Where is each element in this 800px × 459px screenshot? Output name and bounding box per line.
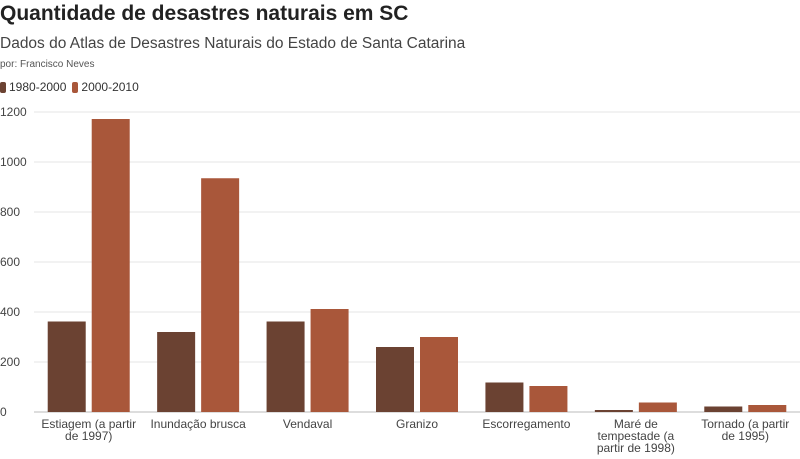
bar-1980-2000-0 [47, 321, 86, 412]
bar-1980-2000-2 [266, 321, 305, 412]
bar-2000-2010-0 [91, 119, 130, 412]
y-tick-label-400: 400 [0, 305, 20, 319]
bar-2000-2010-5 [638, 402, 677, 412]
legend-label-2000-2010: 2000-2010 [81, 80, 139, 94]
x-tick-label-6: Tornado (a partir de 1995) [701, 417, 789, 443]
legend-label-1980-2000: 1980-2000 [9, 80, 67, 94]
x-tick-label-3: Granizo [396, 417, 438, 431]
y-tick-label-0: 0 [0, 405, 7, 419]
legend-swatch-1980-2000 [0, 81, 6, 93]
legend-swatch-2000-2010 [72, 81, 79, 93]
x-tick-label-4: Escorregamento [482, 417, 570, 431]
bar-1980-2000-3 [376, 347, 414, 412]
x-tick-label-line: de 1995) [722, 429, 769, 443]
legend-item-1980-2000: 1980-2000 [0, 80, 66, 94]
bar-1980-2000-4 [485, 382, 524, 412]
bar-2000-2010-2 [310, 309, 349, 412]
x-tick-label-line: Granizo [396, 417, 438, 431]
bar-2000-2010-1 [201, 178, 240, 412]
x-tick-label-line: Escorregamento [482, 417, 570, 431]
x-tick-label-2: Vendaval [283, 417, 332, 431]
legend: 1980-2000 2000-2010 [0, 80, 145, 94]
y-tick-label-1000: 1000 [0, 155, 27, 169]
x-tick-label-line: Vendaval [283, 417, 332, 431]
y-tick-label-800: 800 [0, 205, 20, 219]
x-tick-label-5: Maré de tempestade (a partir de 1998) [597, 417, 675, 455]
chart-subtitle: Dados do Atlas de Desastres Naturais do … [0, 35, 466, 52]
bar-1980-2000-5 [594, 410, 633, 412]
bar-1980-2000-1 [157, 332, 196, 412]
x-tick-label-line: Maré de [614, 417, 658, 431]
y-tick-label-1200: 1200 [0, 105, 27, 119]
y-tick-label-200: 200 [0, 355, 20, 369]
x-tick-label-line: Inundação brusca [150, 417, 246, 431]
x-tick-label-line: tempestade (a [597, 429, 674, 443]
chart-title: Quantidade de desastres naturais em SC [0, 2, 409, 25]
bar-1980-2000-6 [704, 406, 743, 412]
bar-2000-2010-3 [420, 337, 458, 412]
x-tick-label-line: de 1997) [65, 429, 112, 443]
x-tick-label-line: Estiagem (a partir [41, 417, 136, 431]
x-tick-label-1: Inundação brusca [150, 417, 246, 431]
legend-item-2000-2010: 2000-2010 [72, 80, 139, 94]
chart-byline: por: Francisco Neves [0, 59, 95, 70]
x-tick-label-line: Tornado (a partir [701, 417, 789, 431]
bar-2000-2010-4 [529, 386, 568, 412]
x-tick-label-line: partir de 1998) [597, 441, 675, 455]
bar-2000-2010-6 [748, 405, 787, 412]
y-tick-label-600: 600 [0, 255, 20, 269]
x-tick-label-0: Estiagem (a partir de 1997) [41, 417, 136, 443]
